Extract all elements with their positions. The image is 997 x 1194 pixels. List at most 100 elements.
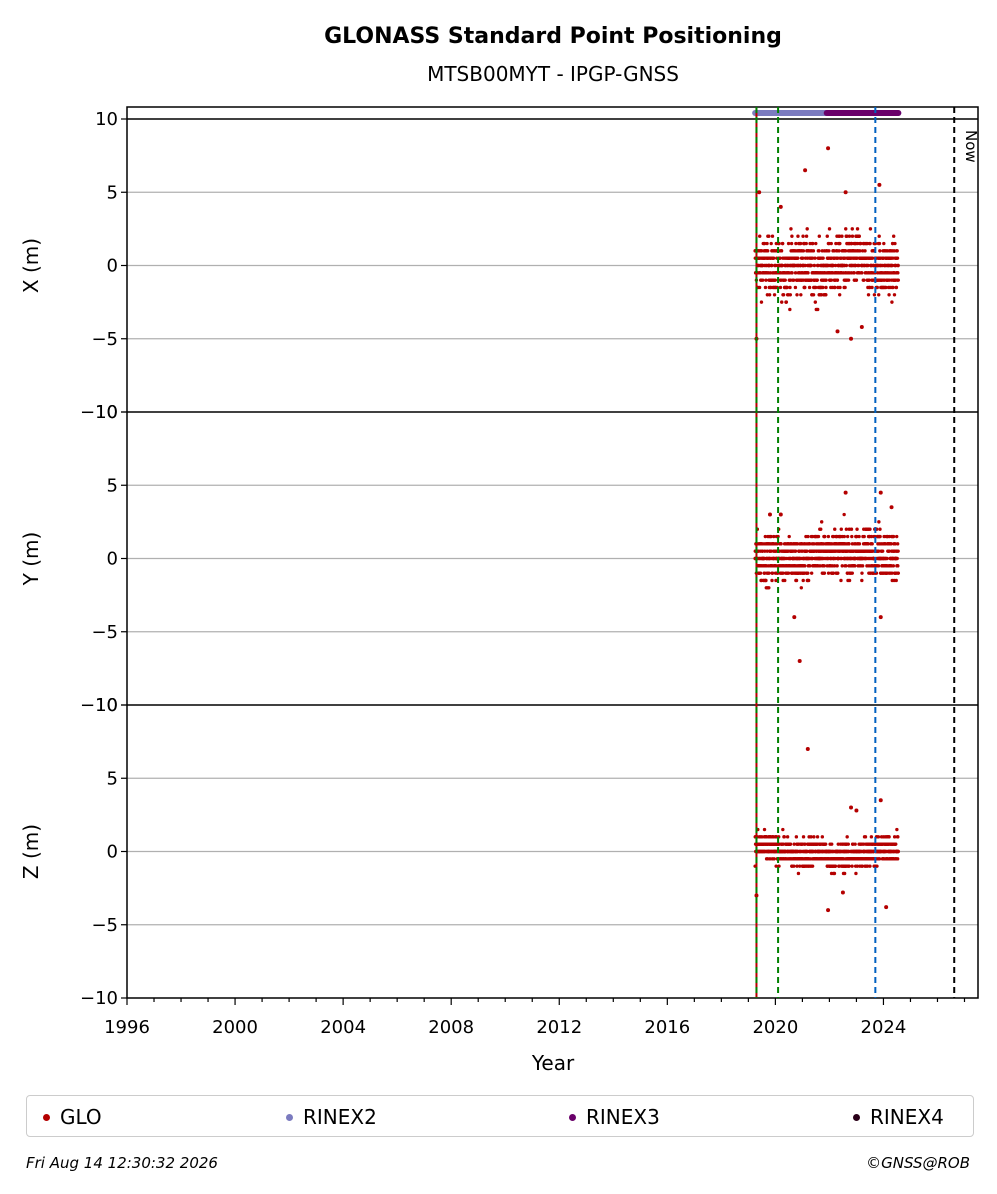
data-point bbox=[824, 285, 828, 290]
data-point bbox=[852, 271, 856, 275]
outlier-point bbox=[884, 905, 889, 910]
y-tick-label: −10 bbox=[80, 402, 118, 423]
data-point bbox=[790, 271, 794, 275]
outlier-point bbox=[757, 190, 762, 195]
data-point bbox=[896, 549, 900, 553]
y-tick-label: −10 bbox=[80, 695, 118, 716]
outlier-point bbox=[877, 182, 882, 187]
data-point bbox=[833, 263, 838, 268]
y-axis-label: Y (m) bbox=[19, 532, 43, 587]
data-point bbox=[788, 293, 793, 297]
data-point bbox=[816, 263, 820, 268]
data-point bbox=[893, 241, 897, 246]
data-point bbox=[866, 293, 871, 297]
outlier-point bbox=[835, 329, 840, 334]
data-point bbox=[855, 256, 859, 260]
data-point bbox=[779, 249, 784, 253]
data-point bbox=[831, 571, 836, 575]
data-point bbox=[868, 864, 872, 868]
data-point bbox=[838, 241, 842, 246]
data-point bbox=[801, 835, 806, 839]
data-point bbox=[801, 256, 805, 260]
data-point bbox=[801, 578, 805, 583]
data-point bbox=[845, 534, 850, 539]
data-point bbox=[829, 241, 833, 246]
data-point bbox=[811, 293, 816, 297]
data-point bbox=[869, 534, 874, 539]
data-point bbox=[772, 857, 776, 861]
data-point bbox=[839, 527, 843, 531]
data-point bbox=[778, 285, 783, 290]
data-point bbox=[862, 278, 866, 282]
data-point bbox=[816, 307, 820, 312]
data-point bbox=[892, 249, 896, 253]
data-point bbox=[827, 227, 832, 231]
data-point bbox=[804, 241, 808, 246]
data-point bbox=[770, 571, 775, 575]
data-point bbox=[855, 527, 859, 531]
legend-item-rinex4: RINEX4 bbox=[853, 1096, 944, 1138]
data-point bbox=[865, 864, 870, 868]
data-point bbox=[803, 564, 807, 568]
footer-timestamp: Fri Aug 14 12:30:32 2026 bbox=[26, 1154, 218, 1172]
data-point bbox=[832, 871, 837, 876]
data-point bbox=[781, 571, 785, 575]
data-point bbox=[821, 256, 825, 260]
data-point bbox=[821, 285, 825, 290]
data-point bbox=[796, 256, 800, 260]
data-point bbox=[814, 241, 818, 246]
data-point bbox=[878, 534, 882, 539]
data-point bbox=[860, 249, 865, 253]
data-point bbox=[876, 564, 881, 568]
data-point bbox=[774, 578, 778, 583]
data-point bbox=[826, 571, 831, 575]
data-point bbox=[794, 578, 799, 583]
data-point bbox=[890, 571, 894, 575]
data-point bbox=[763, 534, 768, 539]
data-point bbox=[860, 578, 864, 583]
data-point bbox=[832, 564, 837, 568]
outlier-point bbox=[878, 615, 883, 620]
data-point bbox=[769, 549, 773, 553]
data-point bbox=[781, 827, 785, 832]
data-point bbox=[805, 549, 809, 553]
data-point bbox=[867, 278, 871, 282]
data-point bbox=[789, 241, 794, 246]
data-point bbox=[790, 234, 794, 238]
data-point bbox=[769, 285, 773, 290]
data-point bbox=[866, 542, 870, 546]
outlier-point bbox=[826, 146, 831, 151]
y-tick-label: −5 bbox=[91, 622, 118, 643]
outlier-point bbox=[826, 908, 831, 913]
data-point bbox=[810, 534, 815, 539]
data-point bbox=[763, 285, 768, 290]
data-point bbox=[773, 278, 777, 282]
data-point bbox=[892, 293, 897, 297]
data-point bbox=[822, 571, 827, 575]
data-point bbox=[796, 871, 801, 876]
now-label: Now bbox=[962, 130, 980, 163]
data-point bbox=[812, 835, 816, 839]
data-point bbox=[857, 534, 861, 539]
data-point bbox=[895, 534, 899, 539]
data-point bbox=[895, 542, 900, 546]
data-point bbox=[862, 534, 866, 539]
x-tick-label: 2020 bbox=[752, 1017, 798, 1038]
data-point bbox=[819, 527, 823, 531]
data-point bbox=[863, 249, 867, 253]
data-point bbox=[809, 278, 814, 282]
data-point bbox=[807, 285, 812, 290]
data-point bbox=[759, 249, 764, 253]
data-point bbox=[796, 234, 800, 238]
data-point bbox=[840, 564, 844, 568]
data-point bbox=[894, 285, 899, 290]
y-tick-label: −10 bbox=[80, 988, 118, 1009]
data-point bbox=[849, 527, 854, 531]
data-point bbox=[866, 263, 870, 268]
data-point bbox=[769, 241, 773, 246]
data-point bbox=[788, 285, 792, 290]
data-point bbox=[803, 285, 807, 290]
data-point bbox=[885, 556, 889, 561]
data-point bbox=[833, 527, 837, 531]
